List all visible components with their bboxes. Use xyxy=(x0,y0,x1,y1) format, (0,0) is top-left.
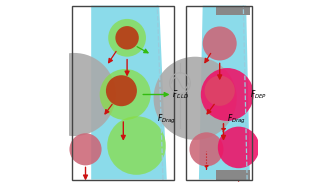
Circle shape xyxy=(203,26,237,60)
Polygon shape xyxy=(91,6,167,180)
Polygon shape xyxy=(199,6,250,180)
Circle shape xyxy=(154,57,237,140)
Circle shape xyxy=(218,127,259,168)
Text: $F_{DEP}$: $F_{DEP}$ xyxy=(250,88,267,101)
Circle shape xyxy=(69,133,102,165)
Circle shape xyxy=(108,19,146,57)
Circle shape xyxy=(205,76,235,106)
Text: $F_{Drag}$: $F_{Drag}$ xyxy=(157,112,176,126)
Circle shape xyxy=(189,132,224,166)
Text: $F_{Drag}$: $F_{Drag}$ xyxy=(227,112,246,126)
FancyBboxPatch shape xyxy=(216,170,250,180)
Circle shape xyxy=(201,68,254,121)
Circle shape xyxy=(107,116,166,175)
Circle shape xyxy=(106,75,137,106)
Circle shape xyxy=(115,26,139,50)
Circle shape xyxy=(100,69,151,120)
FancyBboxPatch shape xyxy=(216,6,250,15)
FancyBboxPatch shape xyxy=(72,6,174,180)
Text: $F_{DLD}$: $F_{DLD}$ xyxy=(172,88,190,101)
FancyBboxPatch shape xyxy=(186,6,252,180)
Circle shape xyxy=(33,53,116,136)
